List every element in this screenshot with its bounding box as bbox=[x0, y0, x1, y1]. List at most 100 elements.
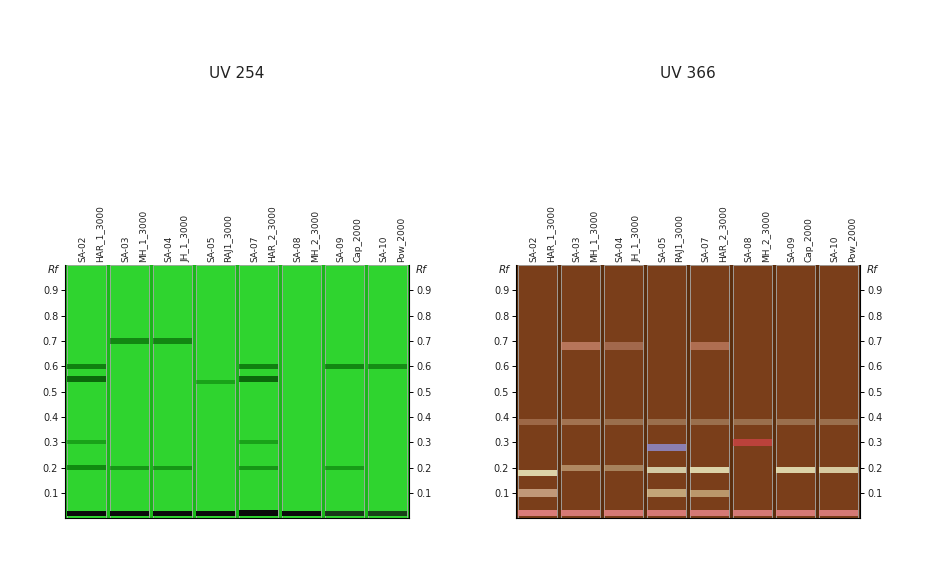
Bar bbox=[518, 469, 557, 476]
Bar bbox=[562, 342, 600, 350]
Bar bbox=[734, 265, 772, 518]
Bar bbox=[518, 419, 557, 425]
Bar bbox=[196, 510, 235, 516]
Bar bbox=[153, 339, 192, 343]
Bar bbox=[368, 265, 407, 518]
Bar bbox=[819, 419, 858, 425]
Bar bbox=[518, 265, 557, 518]
Bar bbox=[819, 467, 858, 473]
Bar bbox=[777, 265, 815, 518]
Text: SA-09: SA-09 bbox=[787, 236, 796, 263]
Text: SA-05: SA-05 bbox=[207, 236, 216, 263]
Bar bbox=[647, 510, 686, 517]
Bar bbox=[239, 265, 278, 518]
Bar bbox=[777, 510, 815, 517]
Text: HAR_1_3000: HAR_1_3000 bbox=[546, 206, 555, 263]
Bar bbox=[518, 489, 557, 497]
Text: Cap_2000: Cap_2000 bbox=[804, 218, 814, 263]
Text: MH_2_3000: MH_2_3000 bbox=[762, 210, 770, 263]
Text: SA-03: SA-03 bbox=[572, 236, 581, 263]
Text: Rf: Rf bbox=[498, 265, 510, 275]
Text: SA-02: SA-02 bbox=[529, 236, 538, 263]
Bar bbox=[604, 342, 643, 350]
Bar bbox=[690, 419, 729, 425]
Bar bbox=[604, 265, 643, 518]
Text: SA-04: SA-04 bbox=[615, 236, 624, 263]
Bar bbox=[326, 265, 364, 518]
Bar bbox=[326, 364, 364, 369]
Bar bbox=[67, 376, 106, 382]
Text: SA-05: SA-05 bbox=[658, 236, 667, 263]
Bar bbox=[777, 419, 815, 425]
Bar bbox=[562, 265, 600, 518]
Bar bbox=[690, 342, 729, 350]
Text: RAJ1_3000: RAJ1_3000 bbox=[224, 214, 233, 263]
Text: SA-10: SA-10 bbox=[830, 236, 839, 263]
Bar bbox=[67, 465, 106, 470]
Bar bbox=[562, 510, 600, 517]
Bar bbox=[734, 439, 772, 446]
Bar bbox=[690, 490, 729, 497]
Bar bbox=[196, 265, 235, 518]
Bar bbox=[283, 510, 321, 516]
Bar bbox=[690, 265, 729, 518]
Bar bbox=[734, 510, 772, 517]
Text: MH_1_3000: MH_1_3000 bbox=[590, 210, 598, 263]
Bar bbox=[153, 265, 192, 518]
Text: HAR_2_3000: HAR_2_3000 bbox=[718, 206, 727, 263]
Bar bbox=[196, 380, 235, 384]
Text: SA-03: SA-03 bbox=[121, 236, 130, 263]
Text: MH_1_3000: MH_1_3000 bbox=[139, 210, 147, 263]
Text: UV 366: UV 366 bbox=[660, 66, 716, 81]
Text: SA-08: SA-08 bbox=[293, 236, 302, 263]
Bar bbox=[239, 465, 278, 470]
Text: Rf: Rf bbox=[416, 265, 427, 275]
Bar bbox=[111, 510, 149, 516]
Bar bbox=[67, 510, 106, 516]
Bar bbox=[283, 265, 321, 518]
Bar bbox=[562, 419, 600, 425]
Text: SA-04: SA-04 bbox=[164, 236, 173, 263]
Bar bbox=[239, 364, 278, 369]
Text: Rf: Rf bbox=[47, 265, 59, 275]
Bar bbox=[368, 511, 407, 516]
Text: MH_2_3000: MH_2_3000 bbox=[311, 210, 319, 263]
Bar bbox=[690, 467, 729, 473]
Text: JH_1_3000: JH_1_3000 bbox=[181, 215, 191, 263]
Bar bbox=[67, 364, 106, 369]
Bar bbox=[604, 464, 643, 471]
Bar bbox=[690, 510, 729, 517]
Text: Pow_2000: Pow_2000 bbox=[396, 217, 405, 263]
Text: Rf: Rf bbox=[867, 265, 878, 275]
Bar bbox=[647, 419, 686, 425]
Text: HAR_1_3000: HAR_1_3000 bbox=[95, 206, 104, 263]
Bar bbox=[111, 339, 149, 343]
Text: SA-07: SA-07 bbox=[701, 236, 711, 263]
Bar bbox=[647, 489, 686, 497]
Bar bbox=[819, 510, 858, 517]
Bar bbox=[326, 465, 364, 470]
Text: SA-07: SA-07 bbox=[250, 236, 259, 263]
Text: SA-08: SA-08 bbox=[744, 236, 753, 263]
Bar bbox=[734, 419, 772, 425]
Bar bbox=[562, 464, 600, 471]
Bar bbox=[326, 511, 364, 516]
Text: Pow_2000: Pow_2000 bbox=[847, 217, 857, 263]
Bar bbox=[239, 510, 278, 517]
Bar bbox=[239, 376, 278, 382]
Text: JH_1_3000: JH_1_3000 bbox=[632, 215, 642, 263]
Text: Cap_2000: Cap_2000 bbox=[353, 218, 363, 263]
Bar bbox=[153, 465, 192, 470]
Bar bbox=[777, 467, 815, 473]
Text: SA-02: SA-02 bbox=[78, 236, 87, 263]
Bar bbox=[604, 419, 643, 425]
Text: HAR_2_3000: HAR_2_3000 bbox=[267, 206, 276, 263]
Bar bbox=[647, 467, 686, 473]
Text: UV 254: UV 254 bbox=[209, 66, 265, 81]
Bar bbox=[153, 510, 192, 516]
Bar bbox=[518, 510, 557, 517]
Text: SA-10: SA-10 bbox=[379, 236, 388, 263]
Text: SA-09: SA-09 bbox=[336, 236, 345, 263]
Bar bbox=[604, 510, 643, 517]
Bar bbox=[239, 440, 278, 445]
